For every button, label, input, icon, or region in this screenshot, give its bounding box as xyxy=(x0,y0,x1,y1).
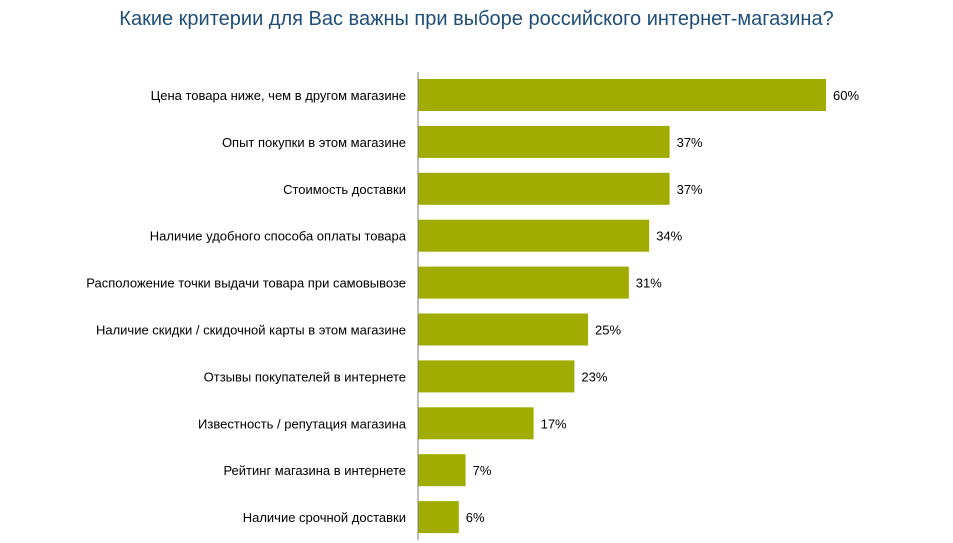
value-label-7: 23% xyxy=(581,369,607,384)
category-label-2: Опыт покупки в этом магазине xyxy=(222,135,406,150)
value-labels-group: 60% 37% 37% 34% 31% 25% 23% 17% 7% 6% xyxy=(466,88,860,525)
category-label-6: Наличие скидки / скидочной карты в этом … xyxy=(96,323,406,338)
value-label-9: 7% xyxy=(473,463,492,478)
value-label-2: 37% xyxy=(677,135,703,150)
category-label-5: Расположение точки выдачи товара при сам… xyxy=(86,276,406,291)
category-label-9: Рейтинг магазина в интернете xyxy=(223,463,406,478)
category-label-1: Цена товара ниже, чем в другом магазине xyxy=(151,88,406,103)
value-label-4: 34% xyxy=(656,229,682,244)
value-label-1: 60% xyxy=(833,88,859,103)
value-label-5: 31% xyxy=(636,276,662,291)
bar-10 xyxy=(418,501,459,534)
bar-1 xyxy=(418,79,826,111)
bar-8 xyxy=(418,407,534,440)
category-label-8: Известность / репутация магазина xyxy=(198,416,407,431)
value-label-3: 37% xyxy=(677,182,703,197)
category-labels-group: Цена товара ниже, чем в другом магазине О… xyxy=(86,88,407,525)
value-label-6: 25% xyxy=(595,323,621,338)
bar-3 xyxy=(418,172,670,205)
bars-group xyxy=(418,79,826,534)
value-label-8: 17% xyxy=(541,416,567,431)
bar-5 xyxy=(418,266,629,299)
chart-title: Какие критерии для Вас важны при выборе … xyxy=(119,8,834,30)
bar-2 xyxy=(418,125,670,158)
bar-6 xyxy=(418,313,588,346)
category-label-7: Отзывы покупателей в интернете xyxy=(204,369,406,384)
value-label-10: 6% xyxy=(466,510,485,525)
bar-7 xyxy=(418,360,575,393)
category-label-10: Наличие срочной доставки xyxy=(243,510,406,525)
category-label-3: Стоимость доставки xyxy=(283,182,406,197)
category-label-4: Наличие удобного способа оплаты товара xyxy=(150,229,407,244)
bar-4 xyxy=(418,219,650,252)
bar-9 xyxy=(418,454,466,487)
